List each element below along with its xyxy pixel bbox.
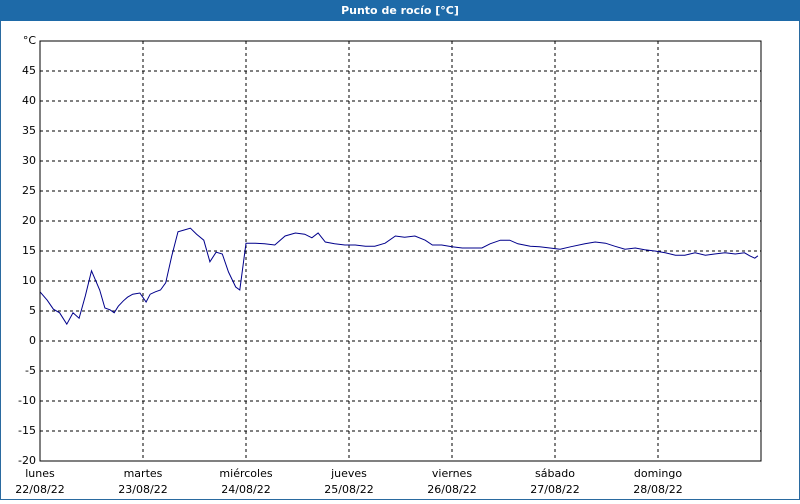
y-tick-label: 0 — [29, 334, 36, 347]
x-tick-label: sábado — [535, 467, 575, 480]
x-tick-label: domingo — [634, 467, 682, 480]
y-tick-label: °C — [23, 34, 37, 47]
y-tick-label: 40 — [22, 94, 36, 107]
y-tick-label: -15 — [18, 424, 36, 437]
chart-title: Punto de rocío [°C] — [341, 4, 459, 17]
x-tick-label: martes — [124, 467, 163, 480]
title-bar — [0, 0, 800, 21]
plot-frame — [39, 40, 762, 462]
y-tick-label: 45 — [22, 64, 36, 77]
x-tick-label: viernes — [432, 467, 472, 480]
x-tick-date: 23/08/22 — [118, 483, 167, 496]
y-tick-label: 30 — [22, 154, 36, 167]
x-tick-date: 25/08/22 — [324, 483, 373, 496]
y-tick-label: 10 — [22, 274, 36, 287]
y-tick-label: 15 — [22, 244, 36, 257]
x-tick-date: 22/08/22 — [15, 483, 64, 496]
y-tick-label: -20 — [18, 454, 36, 467]
y-tick-label: -5 — [25, 364, 36, 377]
x-tick-label: lunes — [25, 467, 55, 480]
x-tick-label: miércoles — [219, 467, 272, 480]
y-tick-label: 35 — [22, 124, 36, 137]
x-tick-label: jueves — [330, 467, 367, 480]
y-tick-label: 5 — [29, 304, 36, 317]
x-tick-date: 24/08/22 — [221, 483, 270, 496]
data-line — [39, 227, 759, 326]
y-tick-label: -10 — [18, 394, 36, 407]
y-tick-label: 20 — [22, 214, 36, 227]
x-tick-date: 26/08/22 — [427, 483, 476, 496]
x-tick-date: 28/08/22 — [633, 483, 682, 496]
y-tick-label: 25 — [22, 184, 36, 197]
x-tick-date: 27/08/22 — [530, 483, 579, 496]
